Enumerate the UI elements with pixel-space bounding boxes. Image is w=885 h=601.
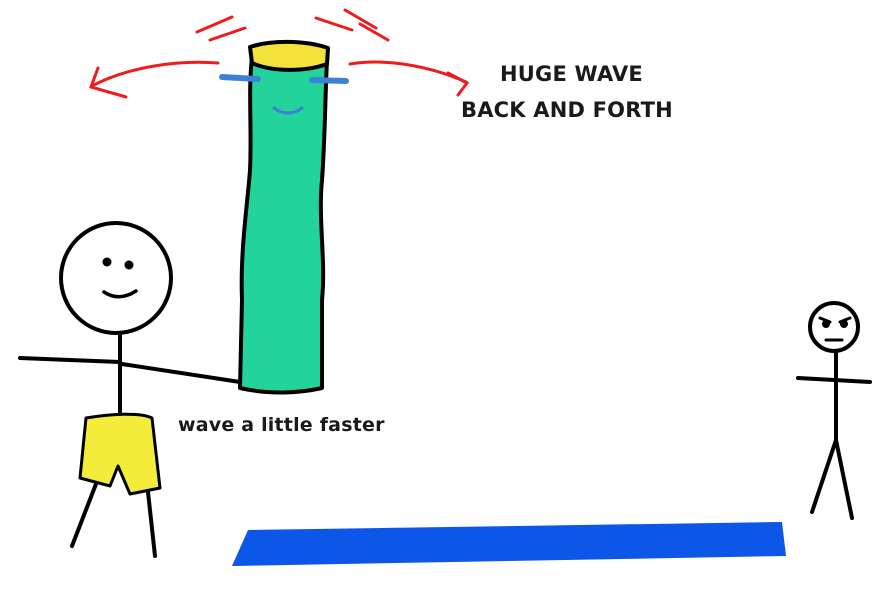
left-arrow [90, 60, 220, 88]
tube-mouth [272, 106, 304, 115]
motion-line-1 [195, 15, 234, 34]
blue-mat [232, 522, 786, 566]
left-arrow-head [89, 66, 128, 99]
left-figure-left-arm [18, 356, 122, 364]
left-stick-figure [18, 221, 242, 558]
left-figure-smile [102, 289, 138, 299]
motion-line-5 [358, 22, 390, 42]
left-figure-right-arm [120, 362, 242, 384]
tube-body [238, 56, 329, 395]
left-figure-head [59, 221, 173, 335]
right-figure-head [808, 301, 860, 353]
wave-faster-label: wave a little faster [178, 414, 385, 436]
left-figure-shorts [78, 412, 162, 496]
left-figure-left-eye [102, 257, 112, 267]
motion-arrows [89, 8, 470, 99]
right-figure-right-eye [840, 320, 848, 328]
tube-right-eye [309, 77, 349, 84]
motion-line-2 [208, 26, 247, 42]
right-figure-right-leg [834, 438, 854, 520]
left-figure-left-leg [70, 482, 98, 548]
right-figure-arms [796, 376, 872, 384]
back-and-forth-label: BACK AND FORTH [461, 98, 673, 122]
right-stick-figure [796, 301, 872, 520]
left-figure-right-leg [146, 490, 157, 558]
left-figure-right-eye [124, 260, 134, 270]
motion-line-3 [314, 16, 354, 32]
tube-left-eye [219, 74, 261, 82]
huge-wave-label: HUGE WAVE [500, 62, 643, 86]
tube-man [219, 39, 349, 395]
tube-top [248, 39, 330, 72]
right-arrow-head [446, 71, 470, 97]
motion-line-4 [343, 8, 378, 30]
right-figure-left-eye [822, 320, 830, 328]
right-figure-left-leg [810, 438, 838, 514]
